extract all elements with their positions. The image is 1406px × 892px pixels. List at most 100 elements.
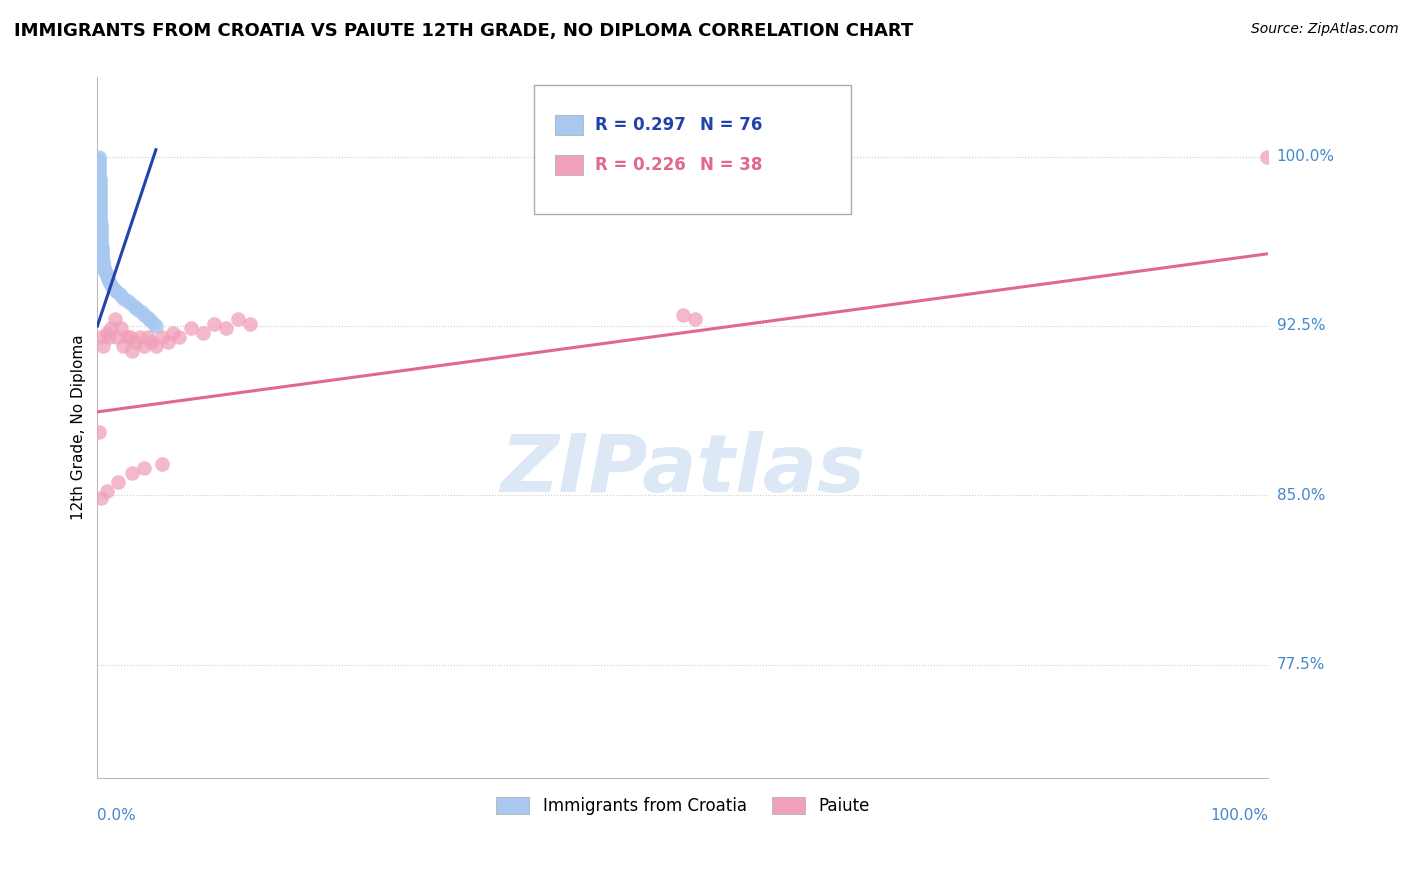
Point — [90, 491, 112, 505]
Point — [117, 294, 139, 309]
Text: ZIPatlas: ZIPatlas — [501, 431, 865, 508]
Point — [90, 217, 112, 231]
Point — [89, 193, 111, 207]
Text: IMMIGRANTS FROM CROATIA VS PAIUTE 12TH GRADE, NO DIPLOMA CORRELATION CHART: IMMIGRANTS FROM CROATIA VS PAIUTE 12TH G… — [14, 22, 914, 40]
Point — [108, 287, 131, 301]
Point — [134, 461, 156, 475]
Point — [89, 212, 111, 227]
Text: 100.0%: 100.0% — [1211, 808, 1268, 823]
Point — [156, 334, 179, 349]
Point — [141, 314, 163, 328]
Point — [90, 227, 112, 241]
Point — [87, 156, 110, 170]
Text: N = 76: N = 76 — [700, 116, 762, 134]
Point — [239, 317, 262, 331]
Point — [104, 312, 127, 326]
Point — [93, 260, 115, 275]
Point — [134, 339, 156, 353]
Point — [169, 330, 191, 344]
Point — [142, 317, 165, 331]
Point — [100, 278, 122, 293]
Point — [128, 330, 150, 344]
Text: N = 38: N = 38 — [700, 156, 762, 174]
Point — [141, 334, 163, 349]
Point — [89, 177, 111, 191]
Point — [94, 265, 117, 279]
Point — [89, 215, 111, 229]
Point — [94, 267, 117, 281]
Point — [89, 190, 111, 204]
Point — [89, 197, 111, 211]
Point — [122, 299, 145, 313]
Point — [89, 172, 111, 186]
Point — [87, 165, 110, 179]
Point — [87, 152, 110, 166]
Point — [91, 240, 114, 254]
Point — [90, 235, 112, 250]
Point — [87, 425, 110, 440]
Point — [115, 330, 138, 344]
Point — [120, 330, 142, 344]
Point — [89, 206, 111, 220]
Text: R = 0.226: R = 0.226 — [595, 156, 686, 174]
Point — [96, 326, 118, 340]
Text: 92.5%: 92.5% — [1277, 318, 1326, 334]
Point — [105, 330, 128, 344]
Point — [89, 211, 111, 225]
Text: R = 0.297: R = 0.297 — [595, 116, 686, 134]
Point — [89, 188, 111, 202]
Point — [191, 326, 214, 340]
Point — [204, 317, 226, 331]
Point — [89, 181, 111, 195]
Point — [112, 339, 135, 353]
Point — [87, 154, 110, 169]
Point — [121, 466, 143, 480]
Point — [89, 203, 111, 218]
Point — [91, 339, 114, 353]
Point — [127, 303, 149, 318]
Point — [87, 159, 110, 173]
Text: 77.5%: 77.5% — [1277, 657, 1324, 673]
Point — [98, 276, 121, 290]
Point — [131, 305, 153, 319]
Text: Source: ZipAtlas.com: Source: ZipAtlas.com — [1251, 22, 1399, 37]
Point — [98, 330, 121, 344]
Point — [136, 330, 159, 344]
Point — [121, 343, 143, 358]
Point — [91, 253, 114, 268]
Point — [89, 199, 111, 213]
Point — [97, 271, 120, 285]
Point — [87, 169, 110, 184]
Point — [134, 308, 156, 322]
Point — [90, 237, 112, 252]
Point — [104, 283, 127, 297]
Point — [93, 262, 115, 277]
Point — [120, 296, 142, 310]
Point — [90, 222, 112, 236]
Point — [89, 186, 111, 200]
Point — [180, 321, 202, 335]
Point — [91, 256, 114, 270]
Point — [90, 224, 112, 238]
Point — [91, 242, 114, 256]
Point — [96, 269, 118, 284]
Point — [89, 174, 111, 188]
Point — [89, 208, 111, 222]
Point — [91, 249, 114, 263]
Point — [98, 274, 121, 288]
Point — [145, 318, 167, 333]
Point — [107, 475, 129, 489]
Point — [87, 163, 110, 178]
Text: 85.0%: 85.0% — [1277, 488, 1324, 503]
Point — [90, 231, 112, 245]
Point — [135, 310, 157, 324]
Point — [90, 219, 112, 234]
Point — [110, 321, 132, 335]
Point — [91, 251, 114, 265]
Point — [91, 244, 114, 259]
Point — [105, 285, 128, 299]
Point — [89, 183, 111, 197]
Point — [125, 334, 148, 349]
Point — [112, 292, 135, 306]
Point — [101, 280, 124, 294]
